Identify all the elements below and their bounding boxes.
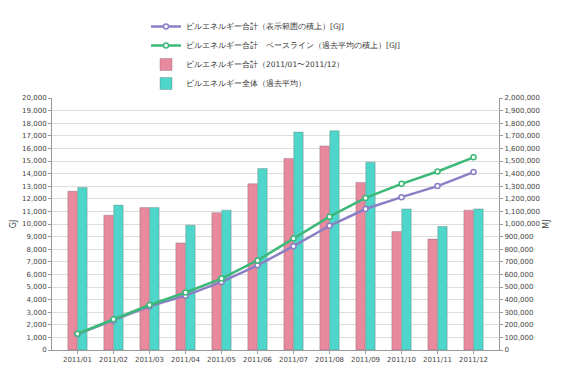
svg-text:500,000: 500,000: [504, 283, 533, 291]
svg-text:18,000: 18,000: [22, 120, 47, 128]
svg-text:2011/06: 2011/06: [243, 356, 273, 364]
svg-text:3,000: 3,000: [27, 309, 47, 317]
svg-text:15,000: 15,000: [22, 157, 47, 165]
svg-text:400,000: 400,000: [504, 296, 533, 304]
svg-text:1,700,000: 1,700,000: [504, 132, 540, 140]
svg-text:2011/01: 2011/01: [63, 356, 92, 364]
svg-text:2011/05: 2011/05: [207, 356, 236, 364]
svg-text:200,000: 200,000: [504, 321, 533, 329]
svg-text:600,000: 600,000: [504, 271, 533, 279]
svg-text:6,000: 6,000: [27, 271, 47, 279]
svg-text:ビルエネルギー全体（過去平均）: ビルエネルギー全体（過去平均）: [186, 79, 306, 88]
svg-text:5,000: 5,000: [27, 283, 47, 291]
svg-text:8,000: 8,000: [27, 246, 47, 254]
svg-text:MJ: MJ: [542, 219, 551, 228]
svg-text:2011/10: 2011/10: [387, 356, 416, 364]
svg-text:12,000: 12,000: [22, 195, 47, 203]
svg-text:1,300,000: 1,300,000: [504, 183, 540, 191]
svg-text:1,500,000: 1,500,000: [504, 157, 540, 165]
svg-text:2011/12: 2011/12: [459, 356, 488, 364]
svg-text:17,000: 17,000: [22, 132, 47, 140]
svg-text:100,000: 100,000: [504, 334, 533, 342]
svg-text:1,000,000: 1,000,000: [504, 220, 540, 228]
svg-text:1,100,000: 1,100,000: [504, 208, 540, 216]
svg-text:9,000: 9,000: [27, 233, 47, 241]
svg-text:7,000: 7,000: [27, 258, 47, 266]
svg-text:700,000: 700,000: [504, 258, 533, 266]
svg-text:0: 0: [504, 346, 508, 354]
svg-text:16,000: 16,000: [22, 145, 47, 153]
svg-text:1,400,000: 1,400,000: [504, 170, 540, 178]
svg-text:2011/02: 2011/02: [99, 356, 128, 364]
svg-text:10,000: 10,000: [22, 220, 47, 228]
svg-text:ビルエネルギー合計 ベースライン（過去平均の積上）[GJ]: ビルエネルギー合計 ベースライン（過去平均の積上）[GJ]: [186, 41, 400, 50]
svg-text:1,900,000: 1,900,000: [504, 107, 540, 115]
svg-text:2011/07: 2011/07: [279, 356, 308, 364]
svg-text:900,000: 900,000: [504, 233, 533, 241]
svg-text:2,000,000: 2,000,000: [504, 94, 540, 102]
svg-text:2011/03: 2011/03: [135, 356, 164, 364]
svg-text:19,000: 19,000: [22, 107, 47, 115]
svg-text:ビルエネルギー合計（表示範囲の積上）[GJ]: ビルエネルギー合計（表示範囲の積上）[GJ]: [186, 22, 344, 31]
svg-text:0: 0: [42, 346, 46, 354]
svg-text:2011/09: 2011/09: [351, 356, 380, 364]
svg-text:1,000: 1,000: [27, 334, 47, 342]
svg-text:800,000: 800,000: [504, 246, 533, 254]
svg-text:20,000: 20,000: [22, 94, 47, 102]
svg-text:1,600,000: 1,600,000: [504, 145, 540, 153]
svg-text:2011/08: 2011/08: [315, 356, 344, 364]
svg-text:1,800,000: 1,800,000: [504, 120, 540, 128]
svg-text:4,000: 4,000: [27, 296, 47, 304]
svg-text:ビルエネルギー合計（2011/01〜2011/12）: ビルエネルギー合計（2011/01〜2011/12）: [186, 60, 344, 69]
svg-text:2011/11: 2011/11: [423, 356, 452, 364]
svg-text:13,000: 13,000: [22, 183, 47, 191]
svg-text:300,000: 300,000: [504, 309, 533, 317]
svg-text:11,000: 11,000: [22, 208, 47, 216]
svg-text:2011/04: 2011/04: [171, 356, 201, 364]
svg-text:2,000: 2,000: [27, 321, 47, 329]
svg-text:GJ: GJ: [9, 220, 18, 229]
svg-text:14,000: 14,000: [22, 170, 47, 178]
svg-text:1,200,000: 1,200,000: [504, 195, 540, 203]
